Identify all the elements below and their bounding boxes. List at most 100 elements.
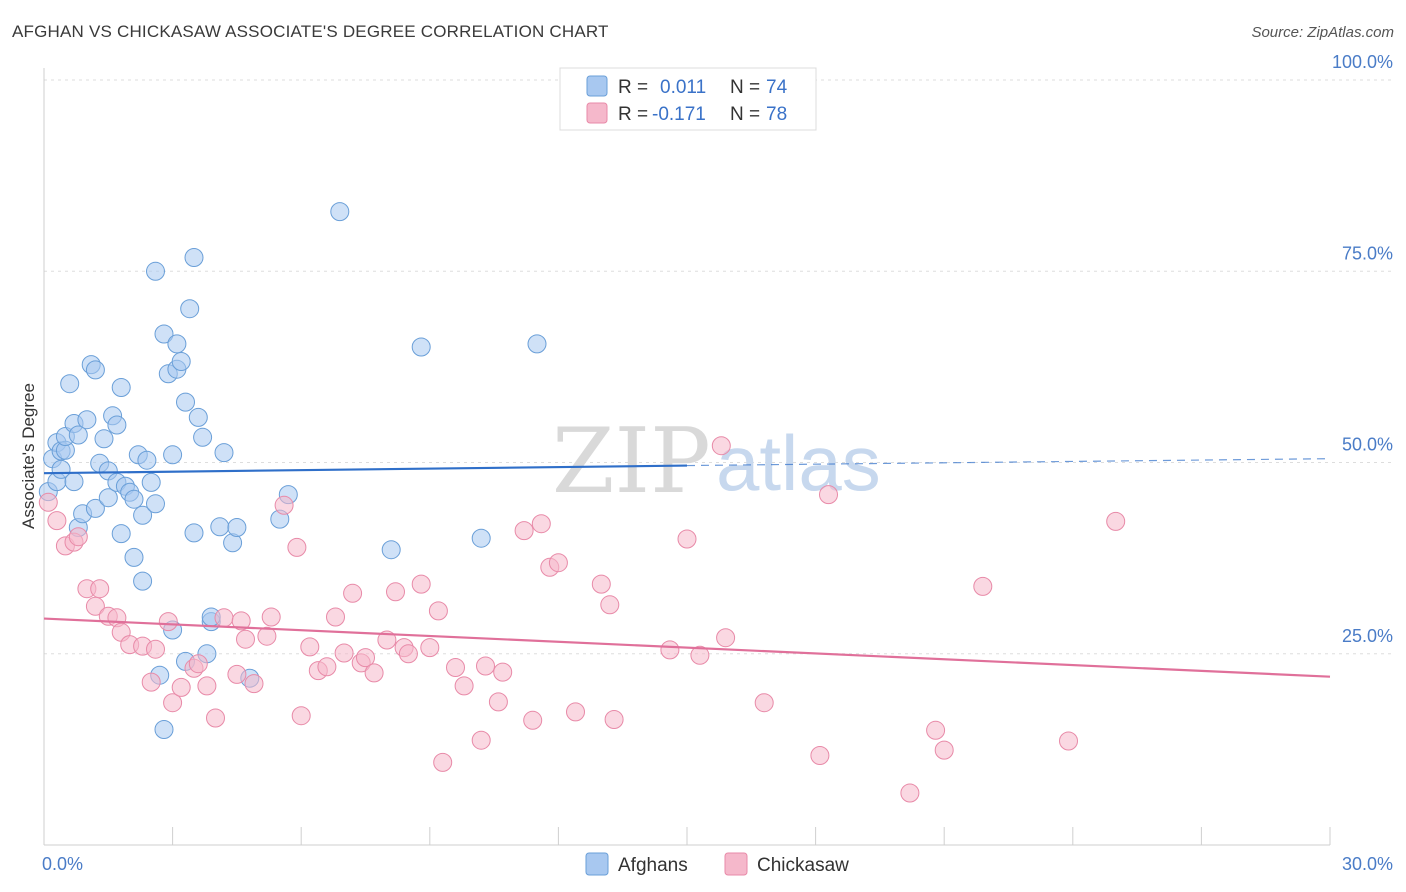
afghans-point [133,571,153,591]
afghans-point [85,498,105,518]
afghans-point [193,427,213,447]
afghans-point [124,489,144,509]
afghans-point [180,299,200,319]
chickasaw-point [690,645,710,665]
legend-swatch-afghans [586,75,608,97]
chickasaw-point [214,608,234,628]
watermark-atlas: atlas [716,419,881,507]
chickasaw-point [1106,511,1126,531]
chickasaw-point [227,664,247,684]
watermark-zip: ZIP [552,409,711,514]
chickasaw-point [591,574,611,594]
chickasaw-point [377,630,397,650]
bottom-legend-swatch-chickasaw [724,852,748,876]
chickasaw-point [231,611,251,631]
afghans-point [111,524,131,544]
chickasaw-point [244,674,264,694]
afghans-point [107,415,127,435]
afghans-point [184,248,204,267]
chickasaw-point [146,639,165,659]
chickasaw-point [197,676,217,696]
afghans-trend-extension [686,458,1331,467]
chickasaw-point [428,601,448,621]
chickasaw-point [604,710,624,729]
afghans-point [146,494,165,514]
afghans-point [184,523,204,543]
chickasaw-trend-line [43,617,1331,678]
chickasaw-point [188,654,208,674]
series-chickasaw [38,436,1126,803]
legend-n-label-afghans: N = [730,77,760,98]
chickasaw-point [514,521,534,541]
afghans-trend-line [43,464,688,475]
chickasaw-point [398,644,418,664]
afghans-point [411,337,431,357]
y-tick-labels: 25.0% 50.0% 75.0% 100.0% [1332,52,1393,646]
chickasaw-point [716,628,736,648]
afghans-point [77,410,97,430]
afghans-point [154,720,174,739]
legend-r-value-afghans: 0.011 [660,77,706,98]
chickasaw-point [548,553,568,573]
afghans-point [176,392,195,412]
afghans-point [98,488,118,508]
grid-lines [44,79,1392,655]
chickasaw-point [257,626,277,646]
chickasaw-point [343,583,363,603]
afghans-point [163,445,183,465]
chickasaw-point [206,708,225,728]
chickasaw-point [810,746,830,765]
source-label: Source: ZipAtlas.com [1251,24,1394,41]
chickasaw-point [38,492,58,512]
legend-r-label-afghans: R = [618,77,648,98]
chickasaw-point [433,752,453,772]
afghans-point [527,334,547,354]
afghans-point [60,374,80,394]
afghans-point [167,334,187,354]
y-tick-label-100: 100.0% [1332,52,1393,72]
chickasaw-point [677,529,697,549]
stats-legend: R = 0.011 N = 74 R = -0.171 N = 78 [559,67,817,131]
watermark: ZIP atlas [552,409,881,514]
chickasaw-point [334,643,354,663]
chickasaw-point [291,706,311,726]
trend-lines [43,458,1331,678]
afghans-point [64,472,84,492]
afghans-point [146,261,165,281]
chickasaw-point [600,595,620,615]
chickasaw-point [326,607,345,627]
chickasaw-point [317,657,337,677]
afghans-point [214,443,234,463]
afghans-point [137,450,157,470]
chickasaw-point [471,730,491,750]
y-tick-label-75: 75.0% [1342,243,1393,263]
legend-n-value-chickasaw: 78 [766,104,787,125]
legend-r-label-chickasaw: R = [618,104,648,125]
chickasaw-point [819,485,838,505]
chickasaw-point [68,527,88,547]
afghans-point [141,472,161,492]
bottom-legend-swatch-afghans [585,852,609,876]
chickasaw-point [900,783,920,803]
afghans-point [210,517,230,537]
chickasaw-point [85,596,105,616]
x-tick-label-30: 30.0% [1342,854,1393,874]
y-axis-label: Associate's Degree [19,383,38,529]
chickasaw-point [566,702,585,722]
chickasaw-point [171,677,191,697]
afghans-point [471,528,491,548]
afghans-point [154,324,174,344]
chickasaw-point [531,514,551,534]
chickasaw-point [926,720,946,740]
afghans-point [68,425,88,445]
afghans-point [227,518,247,537]
afghans-point [133,505,153,525]
chickasaw-point [446,658,465,677]
chickasaw-point [1059,731,1078,751]
afghans-point [381,540,401,560]
afghans-point [124,547,144,567]
chickasaw-point [163,693,183,713]
chickasaw-point [754,693,774,713]
chickasaw-point [274,495,294,515]
